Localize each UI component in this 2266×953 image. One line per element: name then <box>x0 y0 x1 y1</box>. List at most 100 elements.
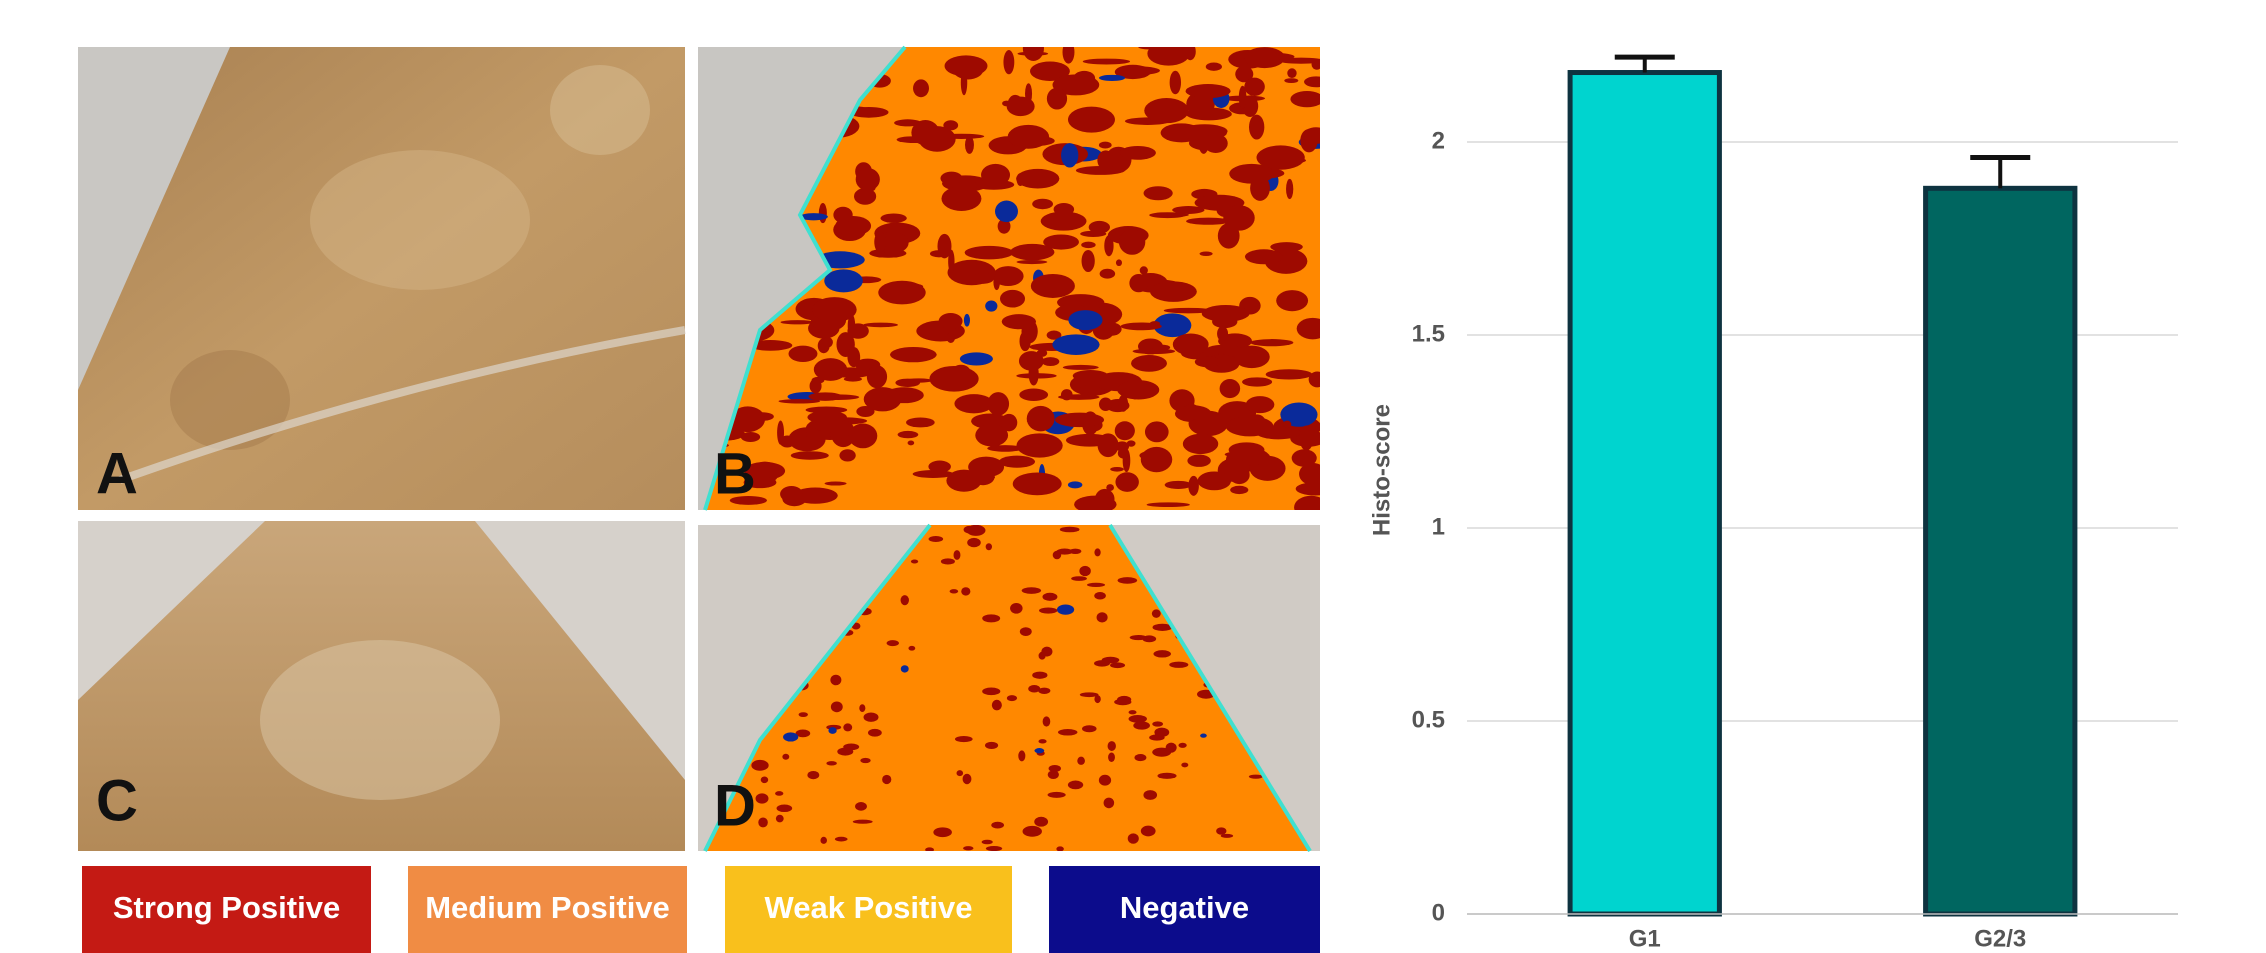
stain-blob <box>1000 290 1025 308</box>
stain-blob <box>882 775 891 784</box>
stain-blob <box>1143 790 1157 800</box>
stain-blob <box>1068 481 1082 488</box>
stain-blob <box>985 742 998 749</box>
stain-blob <box>1008 125 1049 149</box>
stain-blob <box>1169 662 1188 668</box>
stain-blob <box>1079 566 1090 576</box>
stain-blob <box>804 431 833 438</box>
stain-blob <box>833 207 852 223</box>
stain-blob <box>1144 186 1173 200</box>
stain-blob <box>1250 339 1293 346</box>
stain-blob <box>905 378 933 382</box>
stain-blob <box>1270 242 1303 252</box>
stain-blob <box>1041 212 1087 231</box>
stain-blob <box>1042 357 1060 366</box>
stain-blob <box>859 704 865 712</box>
stain-blob <box>880 214 906 223</box>
stain-blob <box>1166 743 1177 753</box>
stain-blob <box>1023 826 1042 837</box>
stain-blob <box>1172 206 1204 214</box>
stain-blob <box>1249 115 1264 140</box>
micrograph-b <box>679 36 1335 519</box>
stain-blob <box>1007 97 1035 117</box>
stain-blob <box>1190 419 1213 430</box>
stain-blob <box>1246 396 1275 413</box>
stain-blob <box>1200 734 1207 738</box>
stain-blob <box>1047 88 1067 110</box>
bar-chart: 00.511.52Histo-scoreG1G2/3 <box>1368 57 2178 952</box>
stain-blob <box>874 231 886 253</box>
y-tick-label: 2 <box>1432 127 1445 154</box>
stain-blob <box>878 281 925 305</box>
stain-blob <box>777 805 793 813</box>
stain-blob <box>1108 752 1115 762</box>
stain-blob <box>1016 373 1056 378</box>
stain-blob <box>1221 834 1233 838</box>
stain-blob <box>860 758 870 763</box>
panel-label: C <box>96 768 138 833</box>
stain-blob <box>776 815 784 823</box>
stain-blob <box>1032 199 1053 209</box>
stain-blob <box>812 297 856 322</box>
stain-blob <box>1129 274 1148 292</box>
stain-blob <box>1154 728 1169 737</box>
panel-label: A <box>96 441 138 506</box>
stain-blob <box>828 727 836 734</box>
stain-blob <box>940 172 962 185</box>
stain-blob <box>985 300 997 311</box>
stain-blob <box>1055 413 1104 428</box>
stain-blob <box>1043 716 1051 726</box>
stain-blob <box>1038 739 1046 743</box>
stain-blob <box>1204 134 1228 153</box>
stain-blob <box>808 392 842 400</box>
stain-blob <box>1104 798 1115 809</box>
stain-blob <box>1290 91 1323 107</box>
stain-blob <box>1058 729 1077 736</box>
stain-blob <box>775 791 783 796</box>
stain-blob <box>933 827 952 837</box>
stain-blob <box>1242 377 1272 386</box>
stain-blob <box>868 729 882 737</box>
stain-blob <box>1099 775 1111 786</box>
stain-blob <box>973 180 1014 190</box>
y-axis-label: Histo-score <box>1368 404 1395 536</box>
stain-blob <box>929 536 944 542</box>
stain-blob <box>799 712 808 717</box>
micrograph-a <box>78 47 685 510</box>
stain-blob <box>1118 577 1138 584</box>
stain-blob <box>1119 229 1145 255</box>
stain-blob <box>1110 662 1125 668</box>
stain-blob <box>1031 274 1075 298</box>
stain-blob <box>789 346 818 362</box>
stain-blob <box>908 440 915 445</box>
stain-blob <box>982 614 1000 622</box>
stain-blob <box>967 538 981 547</box>
stain-blob <box>1150 281 1197 301</box>
stain-blob <box>758 817 768 827</box>
stain-blob <box>1074 496 1116 514</box>
stain-blob <box>955 736 973 742</box>
stain-blob <box>864 713 879 722</box>
stain-blob <box>1186 84 1231 98</box>
stain-blob <box>1073 370 1109 381</box>
stain-blob <box>1032 672 1047 679</box>
stain-blob <box>986 846 1002 851</box>
stain-blob <box>941 186 981 211</box>
stain-blob <box>1042 593 1057 601</box>
stain-blob <box>1157 773 1176 779</box>
stain-blob <box>1052 334 1099 355</box>
stain-blob <box>908 646 915 651</box>
stain-blob <box>1183 434 1218 454</box>
stain-blob <box>1244 78 1265 96</box>
stain-blob <box>945 55 988 76</box>
stain-blob <box>937 234 951 258</box>
stain-blob <box>1287 68 1296 78</box>
stain-blob <box>963 846 973 850</box>
stain-blob <box>780 486 803 502</box>
stain-blob <box>1223 205 1254 230</box>
stain-blob <box>1244 47 1285 68</box>
stain-blob <box>1229 164 1274 184</box>
stain-blob <box>1023 36 1044 61</box>
legend-label: Strong Positive <box>113 890 340 925</box>
stain-blob <box>1183 404 1199 420</box>
